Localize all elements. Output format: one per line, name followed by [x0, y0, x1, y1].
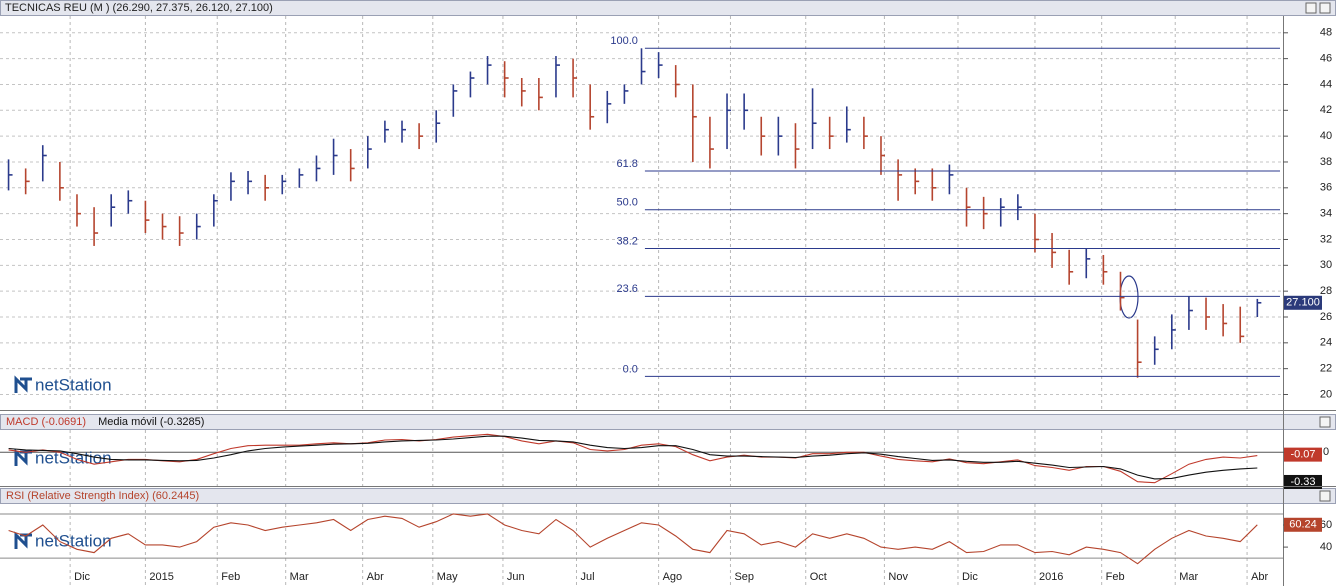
y-tick-label: 48 — [1320, 27, 1332, 39]
legend-entry: RSI (Relative Strength Index) (60.2445) — [6, 490, 199, 502]
x-tick-label: Mar — [1179, 571, 1198, 583]
value-tag: -0.07 — [1290, 449, 1315, 461]
x-tick-label: Dic — [74, 571, 90, 583]
y-tick-label: 44 — [1320, 78, 1332, 90]
x-tick-label: Sep — [734, 571, 754, 583]
value-tag: 60.24 — [1289, 519, 1317, 531]
y-tick-label: 26 — [1320, 311, 1332, 323]
x-tick-label: Jul — [580, 571, 594, 583]
fib-label: 38.2 — [616, 235, 637, 247]
y-tick-label: 60 — [1320, 519, 1332, 531]
window-button[interactable] — [1319, 490, 1331, 502]
legend-entry: Media móvil (-0.3285) — [98, 416, 204, 428]
y-tick-label: 24 — [1320, 337, 1332, 349]
x-tick-label: Dic — [962, 571, 978, 583]
y-tick-label: 36 — [1320, 182, 1332, 194]
rsi-header — [0, 488, 1336, 504]
value-tag-box — [1284, 517, 1322, 532]
x-tick-label: May — [437, 571, 458, 583]
y-tick-label: 28 — [1320, 285, 1332, 297]
x-tick-label: Abr — [367, 571, 384, 583]
x-tick-label: 2016 — [1039, 571, 1063, 583]
x-tick-label: Nov — [888, 571, 908, 583]
value-tag-box — [1284, 474, 1322, 489]
fib-label: 61.8 — [616, 158, 637, 170]
value-tag: -0.33 — [1290, 476, 1315, 488]
value-tag: 27.100 — [1286, 297, 1320, 309]
series-line — [8, 513, 1258, 565]
x-tick-label: Feb — [221, 571, 240, 583]
series-line — [8, 435, 1258, 480]
window-button[interactable] — [1319, 416, 1331, 428]
y-tick-label: 46 — [1320, 53, 1332, 65]
x-tick-label: 2015 — [149, 571, 173, 583]
y-tick-label: 40 — [1320, 130, 1332, 142]
value-tag-box — [1284, 295, 1322, 310]
chart-title: TECNICAS REU (M ) (26.290, 27.375, 26.12… — [5, 2, 273, 14]
value-tag-box — [1284, 447, 1322, 462]
y-tick-label: 0 — [1323, 446, 1329, 458]
series-line — [8, 433, 1258, 484]
fib-label: 100.0 — [610, 35, 638, 47]
x-tick-label: Jun — [507, 571, 525, 583]
window-button[interactable] — [1305, 2, 1317, 14]
x-tick-label: Feb — [1106, 571, 1125, 583]
y-tick-label: 22 — [1320, 363, 1332, 375]
y-tick-label: 40 — [1320, 541, 1332, 553]
x-tick-label: Oct — [810, 571, 827, 583]
logo-icon — [14, 375, 32, 393]
x-tick-label: Mar — [290, 571, 309, 583]
y-tick-label: 20 — [1320, 388, 1332, 400]
watermark: netStation — [35, 375, 112, 394]
fib-label: 0.0 — [623, 363, 638, 375]
window-button[interactable] — [1319, 2, 1331, 14]
fib-label: 50.0 — [616, 197, 637, 209]
y-tick-label: 30 — [1320, 259, 1332, 271]
y-tick-label: 34 — [1320, 208, 1332, 220]
x-tick-label: Abr — [1251, 571, 1268, 583]
fib-label: 23.6 — [616, 283, 637, 295]
x-tick-label: Ago — [663, 571, 683, 583]
y-tick-label: 38 — [1320, 156, 1332, 168]
y-tick-label: 42 — [1320, 104, 1332, 116]
y-tick-label: 32 — [1320, 233, 1332, 245]
legend-entry: MACD (-0.0691) — [6, 416, 86, 428]
